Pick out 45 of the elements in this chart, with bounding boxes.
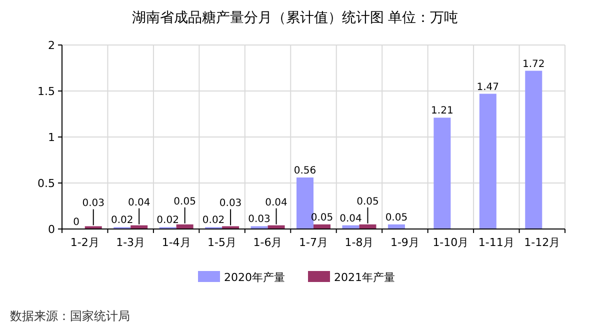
x-tick-label: 1-3月 bbox=[116, 236, 146, 249]
y-tick-label: 1.5 bbox=[38, 85, 55, 98]
data-label: 0.05 bbox=[356, 196, 379, 208]
data-label: 0.02 bbox=[110, 215, 134, 226]
data-label: 0.56 bbox=[294, 165, 316, 176]
data-label: 0.03 bbox=[82, 198, 104, 210]
data-label: 1.72 bbox=[522, 58, 545, 70]
bar bbox=[84, 226, 102, 229]
x-tick-label: 1-8月 bbox=[344, 236, 374, 249]
y-tick-label: 1 bbox=[48, 131, 55, 144]
bar bbox=[479, 94, 496, 229]
chart-title: 湖南省成品糖产量分月（累计值）统计图 单位：万吨 bbox=[132, 10, 458, 26]
x-tick-label: 1-2月 bbox=[70, 236, 100, 249]
y-tick-label: 0 bbox=[48, 223, 55, 236]
x-tick-label: 1-4月 bbox=[162, 236, 191, 249]
data-label: 0.05 bbox=[310, 212, 334, 224]
data-label: 0.03 bbox=[248, 214, 270, 226]
legend-label: 2021年产量 bbox=[334, 271, 395, 284]
bar bbox=[250, 226, 268, 229]
data-label: 0.02 bbox=[156, 215, 179, 226]
data-label: 0.04 bbox=[340, 213, 362, 224]
data-label: 0.04 bbox=[265, 197, 288, 208]
bar bbox=[222, 226, 240, 229]
bar bbox=[434, 118, 451, 229]
y-tick-label: 2 bbox=[48, 39, 55, 52]
data-label: 1.47 bbox=[476, 82, 500, 93]
x-tick-label: 1-11月 bbox=[478, 236, 514, 249]
data-label: 0.02 bbox=[202, 215, 225, 226]
data-label: 0 bbox=[73, 217, 80, 228]
x-tick-label: 1-12月 bbox=[524, 236, 560, 249]
data-label: 0.03 bbox=[219, 198, 242, 210]
data-label: 0.05 bbox=[385, 212, 408, 224]
x-tick-label: 1-6月 bbox=[253, 236, 282, 249]
x-tick-label: 1-9月 bbox=[390, 236, 420, 249]
x-tick-label: 1-5月 bbox=[208, 236, 237, 249]
bar bbox=[525, 70, 542, 229]
y-tick-label: 0.5 bbox=[38, 177, 55, 190]
data-label: 0.04 bbox=[128, 197, 150, 208]
x-tick-label: 1-7月 bbox=[299, 236, 328, 249]
legend-label: 2020年产量 bbox=[224, 271, 285, 284]
data-label: 1.21 bbox=[431, 106, 454, 117]
data-label: 0.05 bbox=[174, 196, 196, 208]
source-note: 数据来源：国家统计局 bbox=[10, 309, 130, 323]
bar bbox=[296, 177, 314, 229]
x-tick-label: 1-10月 bbox=[432, 236, 469, 249]
